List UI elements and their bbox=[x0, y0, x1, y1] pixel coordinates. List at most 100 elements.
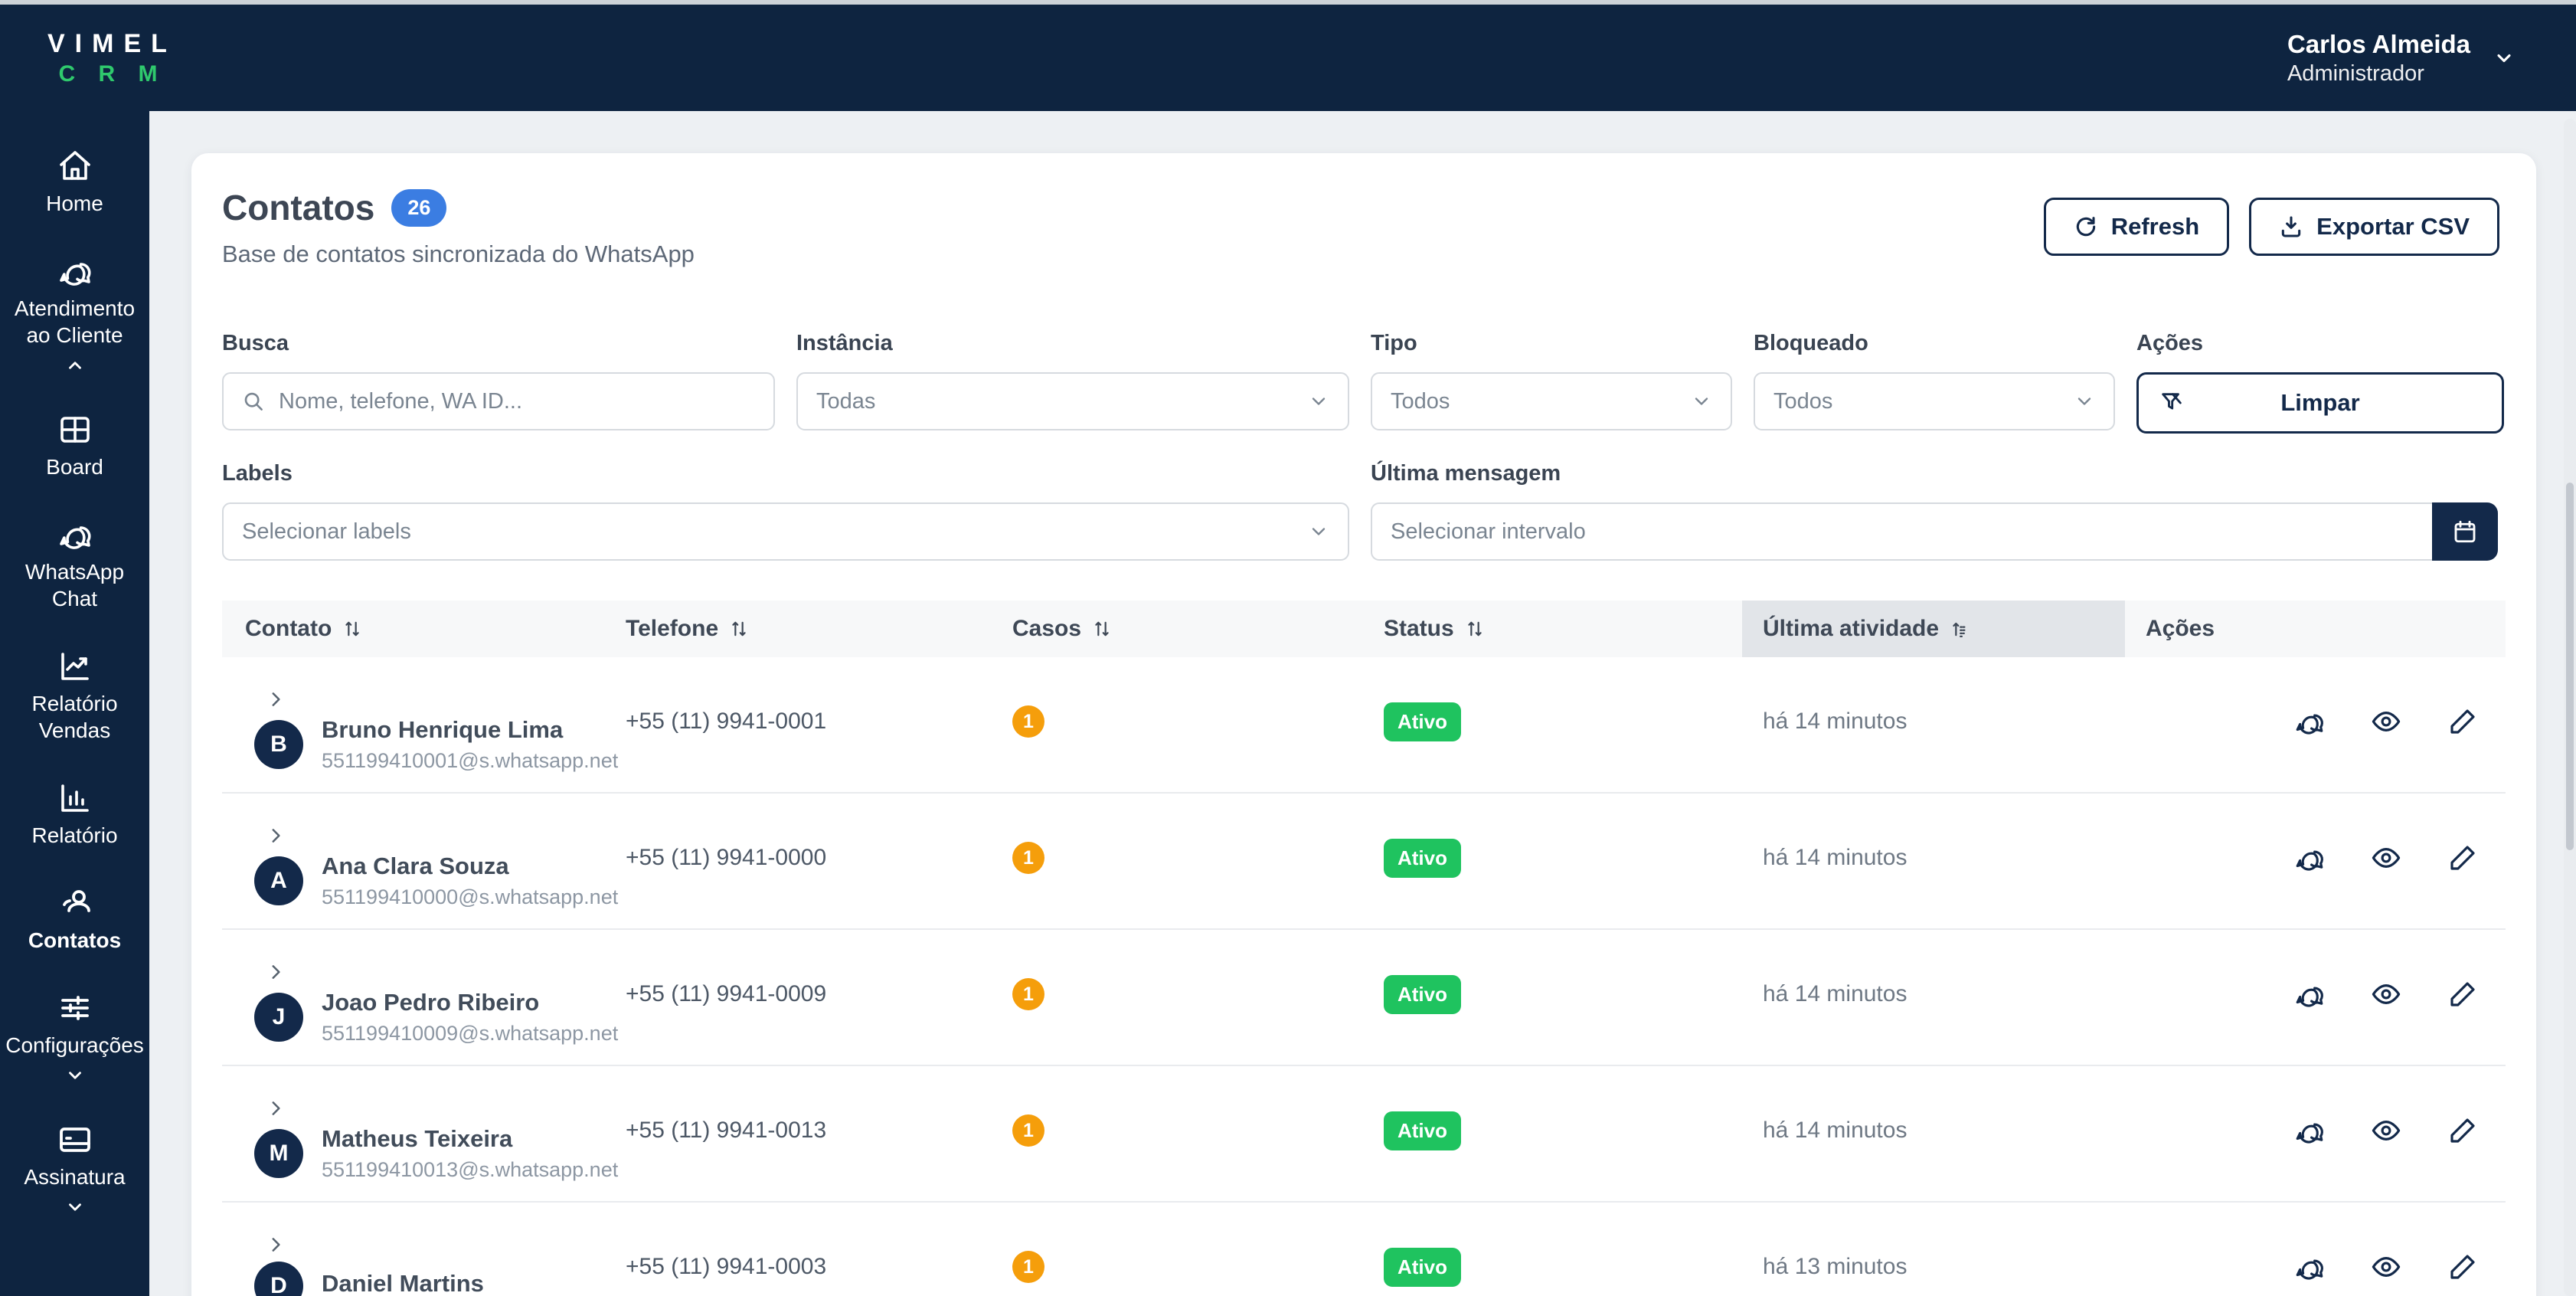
chevron-down-icon bbox=[2074, 391, 2095, 412]
chat-action-icon[interactable] bbox=[2293, 705, 2326, 738]
sidebar-nav: Home Atendimento ao Cliente Board WhatsA… bbox=[0, 111, 149, 1296]
contact-whatsapp-id: 551199410009@s.whatsapp.net bbox=[322, 1022, 618, 1046]
chevron-down-icon[interactable] bbox=[65, 1065, 85, 1085]
bar-chart-icon bbox=[57, 780, 93, 817]
labels-select[interactable]: Selecionar labels bbox=[222, 502, 1349, 561]
contact-phone: +55 (11) 9941-0000 bbox=[626, 845, 826, 871]
sidebar-item-atendimento[interactable]: Atendimento ao Cliente bbox=[0, 253, 149, 375]
edit-action-icon[interactable] bbox=[2447, 705, 2479, 738]
chevron-down-icon bbox=[2493, 47, 2515, 69]
sort-icon bbox=[342, 618, 363, 640]
limpar-filtros-button[interactable]: Limpar bbox=[2136, 372, 2504, 434]
actions-cell bbox=[2125, 657, 2506, 792]
user-role: Administrador bbox=[2287, 60, 2470, 87]
last-activity: há 14 minutos bbox=[1763, 709, 1907, 735]
labels-label: Labels bbox=[222, 461, 1349, 486]
chevron-down-icon bbox=[1308, 391, 1329, 412]
users-icon bbox=[57, 885, 93, 921]
contact-whatsapp-id: 551199410001@s.whatsapp.net bbox=[322, 749, 618, 773]
bloqueado-label: Bloqueado bbox=[1754, 331, 2115, 356]
avatar: M bbox=[254, 1129, 303, 1178]
edit-action-icon[interactable] bbox=[2447, 978, 2479, 1010]
casos-count-badge: 1 bbox=[1012, 1114, 1044, 1147]
column-header-telefone[interactable]: Telefone bbox=[605, 601, 992, 657]
avatar: A bbox=[254, 856, 303, 905]
edit-action-icon[interactable] bbox=[2447, 1251, 2479, 1283]
avatar: J bbox=[254, 993, 303, 1042]
sidebar-item-whatsapp-chat[interactable]: WhatsApp Chat bbox=[0, 516, 149, 612]
chat-action-icon[interactable] bbox=[2293, 1114, 2326, 1147]
table-row: D Daniel Martins +55 (11) 9941-0003 1 At… bbox=[222, 1203, 2506, 1296]
sidebar-item-configuracoes[interactable]: Configurações bbox=[0, 990, 149, 1085]
vertical-scrollbar[interactable] bbox=[2564, 119, 2576, 1296]
sidebar-item-board[interactable]: Board bbox=[0, 411, 149, 480]
bloqueado-select[interactable]: Todos bbox=[1754, 372, 2115, 430]
calendar-button[interactable] bbox=[2432, 502, 2498, 561]
scrollbar-thumb[interactable] bbox=[2566, 483, 2574, 850]
sidebar-item-contatos[interactable]: Contatos bbox=[0, 885, 149, 954]
logo-line1: VIMEL bbox=[47, 29, 177, 59]
intervalo-field[interactable]: Selecionar intervalo bbox=[1371, 502, 2432, 561]
column-header-casos[interactable]: Casos bbox=[992, 601, 1363, 657]
view-action-icon[interactable] bbox=[2370, 1114, 2402, 1147]
contacts-table: Contato Telefone Casos Status Última ati… bbox=[222, 601, 2506, 1296]
home-icon bbox=[57, 148, 93, 185]
view-action-icon[interactable] bbox=[2370, 978, 2402, 1010]
edit-action-icon[interactable] bbox=[2447, 1114, 2479, 1147]
chat-action-icon[interactable] bbox=[2293, 1251, 2326, 1283]
sort-ascending-icon bbox=[1949, 618, 1970, 640]
chat-action-icon[interactable] bbox=[2293, 842, 2326, 874]
board-grid-icon bbox=[57, 411, 93, 448]
page-title: Contatos bbox=[222, 187, 374, 228]
sidebar-item-home[interactable]: Home bbox=[0, 148, 149, 217]
expand-row-icon[interactable] bbox=[266, 826, 286, 846]
tipo-label: Tipo bbox=[1371, 331, 1732, 356]
download-icon bbox=[2279, 214, 2303, 239]
sort-icon bbox=[1464, 618, 1486, 640]
table-row: A Ana Clara Souza 551199410000@s.whatsap… bbox=[222, 794, 2506, 930]
expand-row-icon[interactable] bbox=[266, 689, 286, 709]
column-header-status[interactable]: Status bbox=[1363, 601, 1742, 657]
chevron-down-icon bbox=[1308, 521, 1329, 542]
view-action-icon[interactable] bbox=[2370, 842, 2402, 874]
view-action-icon[interactable] bbox=[2370, 1251, 2402, 1283]
table-row: B Bruno Henrique Lima 551199410001@s.wha… bbox=[222, 657, 2506, 794]
status-badge: Ativo bbox=[1384, 1248, 1461, 1287]
status-badge: Ativo bbox=[1384, 702, 1461, 741]
tipo-select[interactable]: Todos bbox=[1371, 372, 1732, 430]
page-subtitle: Base de contatos sincronizada do WhatsAp… bbox=[222, 241, 695, 268]
chat-action-icon[interactable] bbox=[2293, 978, 2326, 1010]
sidebar-item-relatorio-vendas[interactable]: Relatório Vendas bbox=[0, 648, 149, 744]
sidebar-item-relatorio[interactable]: Relatório bbox=[0, 780, 149, 849]
chevron-down-icon[interactable] bbox=[65, 1197, 85, 1217]
instancia-select[interactable]: Todas bbox=[796, 372, 1349, 430]
line-chart-icon bbox=[57, 648, 93, 685]
export-csv-button[interactable]: Exportar CSV bbox=[2249, 198, 2499, 256]
expand-row-icon[interactable] bbox=[266, 1235, 286, 1255]
expand-row-icon[interactable] bbox=[266, 962, 286, 982]
sidebar-item-assinatura[interactable]: Assinatura bbox=[0, 1121, 149, 1217]
chat-bubbles-icon bbox=[57, 253, 93, 290]
contact-name: Matheus Teixeira bbox=[322, 1125, 618, 1153]
contact-phone: +55 (11) 9941-0001 bbox=[626, 709, 826, 735]
last-activity: há 14 minutos bbox=[1763, 845, 1907, 871]
column-header-contato[interactable]: Contato bbox=[222, 601, 605, 657]
contact-name: Daniel Martins bbox=[322, 1270, 484, 1296]
actions-cell bbox=[2125, 1066, 2506, 1201]
app-logo: VIMEL C R M bbox=[47, 29, 177, 87]
search-input[interactable] bbox=[279, 389, 755, 414]
status-badge: Ativo bbox=[1384, 839, 1461, 878]
user-menu[interactable]: Carlos Almeida Administrador bbox=[2287, 28, 2515, 88]
chat-bubbles-icon bbox=[57, 516, 93, 553]
instancia-label: Instância bbox=[796, 331, 1349, 356]
chevron-up-icon[interactable] bbox=[65, 355, 85, 375]
top-bar: VIMEL C R M Carlos Almeida Administrador bbox=[0, 5, 2576, 111]
actions-cell bbox=[2125, 1203, 2506, 1296]
edit-action-icon[interactable] bbox=[2447, 842, 2479, 874]
expand-row-icon[interactable] bbox=[266, 1098, 286, 1118]
refresh-button[interactable]: Refresh bbox=[2044, 198, 2229, 256]
column-header-ultima-atividade[interactable]: Última atividade bbox=[1742, 601, 2125, 657]
logo-line2: C R M bbox=[47, 61, 177, 87]
view-action-icon[interactable] bbox=[2370, 705, 2402, 738]
casos-count-badge: 1 bbox=[1012, 842, 1044, 874]
